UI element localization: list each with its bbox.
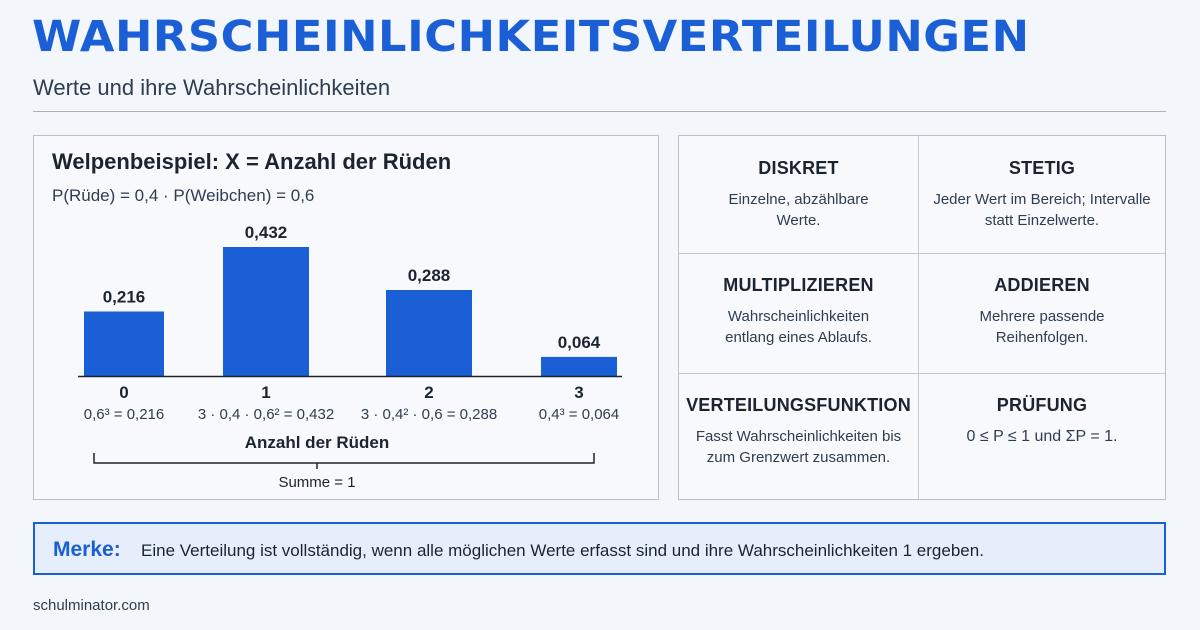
sum-label: Summe = 1	[278, 474, 355, 491]
card-stetig: STETIG Jeder Wert im Bereich; Intervalle…	[919, 136, 1165, 253]
bar-3	[541, 356, 617, 376]
x-axis-label: Anzahl der Rüden	[245, 433, 390, 452]
data-label-0: 0,216	[103, 288, 146, 307]
card-pruefung: PRÜFUNG 0 ≤ P ≤ 1 und ΣP = 1.	[919, 373, 1165, 499]
merke-text: Eine Verteilung ist vollständig, wenn al…	[141, 541, 984, 560]
card-text: Einzelne, abzählbare Werte.	[728, 191, 869, 229]
data-label-3: 0,064	[558, 333, 601, 352]
formula-label-2: 3 · 0,4² · 0,6 = 0,288	[361, 406, 497, 423]
grid-divider	[918, 136, 919, 499]
bar-chart: 0,216 0 0,6³ = 0,216 0,432 1 3 · 0,4 · 0,6² =…	[78, 223, 622, 491]
formula-label-1: 3 · 0,4 · 0,6² = 0,432	[198, 406, 334, 423]
card-heading: ADDIEREN	[994, 275, 1090, 295]
bar-0	[84, 311, 164, 376]
card-text: Fasst Wahrscheinlichkeiten bis zum Grenz…	[695, 428, 902, 466]
card-text: Jeder Wert im Bereich; Intervalle statt …	[933, 191, 1151, 229]
tick-label-2: 2	[424, 383, 433, 402]
page-subtitle: Werte und ihre Wahrscheinlichkeiten	[33, 75, 391, 100]
sum-bracket	[93, 453, 595, 464]
formula-label-0: 0,6³ = 0,216	[84, 406, 164, 423]
card-heading: STETIG	[1008, 158, 1076, 178]
tick-label-1: 1	[261, 383, 270, 402]
formula-label-3: 0,4³ = 0,064	[539, 406, 619, 423]
card-heading: VERTEILUNGSFUNKTION	[686, 395, 911, 415]
card-heading: PRÜFUNG	[996, 395, 1088, 415]
card-diskret: DISKRET Einzelne, abzählbare Werte.	[679, 136, 918, 253]
card-heading: MULTIPLIZIEREN	[723, 275, 874, 295]
card-verteilungsfunktion: VERTEILUNGSFUNKTION Fasst Wahrscheinlich…	[679, 373, 918, 499]
header-divider	[33, 111, 1166, 112]
grid-divider	[679, 373, 1165, 374]
data-label-1: 0,432	[245, 223, 288, 242]
footer-source: schulminator.com	[33, 597, 150, 614]
chart-subtitle: P(Rüde) = 0,4 · P(Weibchen) = 0,6	[52, 186, 315, 205]
bar-1	[223, 247, 309, 376]
merke-box: Merke: Eine Verteilung ist vollständig, …	[33, 522, 1166, 575]
tick-label-0: 0	[119, 383, 128, 402]
card-text: Mehrere passende Reihenfolgen.	[979, 308, 1105, 346]
card-text: Wahrscheinlichkeiten entlang eines Ablau…	[725, 308, 872, 346]
grid-divider	[679, 253, 1165, 254]
concept-grid: DISKRET Einzelne, abzählbare Werte. STET…	[678, 135, 1166, 500]
page-title: WAHRSCHEINLICHKEITSVERTEILUNGEN	[32, 12, 1030, 62]
tick-label-3: 3	[574, 383, 583, 402]
chart-title: Welpenbeispiel: X = Anzahl der Rüden	[52, 149, 452, 174]
card-heading: DISKRET	[758, 158, 839, 178]
merke-label: Merke:	[53, 538, 121, 561]
card-multiplizieren: MULTIPLIZIEREN Wahrscheinlichkeiten entl…	[679, 253, 918, 373]
chart-panel: 0,216 0 0,6³ = 0,216 0,432 1 3 · 0,4 · 0,6² =…	[33, 135, 659, 500]
bar-2	[386, 290, 472, 376]
card-addieren: ADDIEREN Mehrere passende Reihenfolgen.	[919, 253, 1165, 373]
data-label-2: 0,288	[408, 266, 451, 285]
card-text: 0 ≤ P ≤ 1 und ΣP = 1.	[966, 428, 1118, 445]
